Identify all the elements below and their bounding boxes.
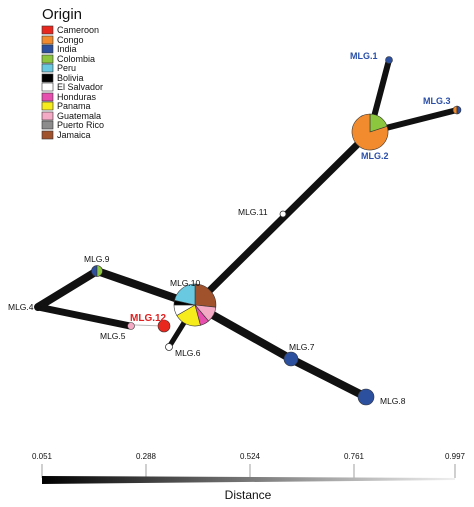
node-mlg6 bbox=[165, 343, 173, 351]
legend-swatch bbox=[41, 82, 54, 92]
label-mlg5: MLG.5 bbox=[100, 331, 126, 341]
edge-mlg9-mlg4 bbox=[34, 267, 101, 311]
edge-mlg10-mlg2 bbox=[191, 128, 374, 309]
label-mlg7: MLG.7 bbox=[289, 342, 315, 352]
legend-swatch bbox=[41, 54, 54, 64]
label-mlg6: MLG.6 bbox=[175, 348, 201, 358]
legend-label: El Salvador bbox=[57, 82, 103, 92]
scale-tick-label: 0.051 bbox=[32, 452, 53, 461]
legend: Cameroon Congo India Colombia Peru Boliv… bbox=[41, 25, 104, 140]
node-mlg12 bbox=[157, 319, 171, 333]
legend-item-honduras: Honduras bbox=[41, 92, 97, 102]
legend-item-congo: Congo bbox=[41, 35, 84, 45]
legend-label: Colombia bbox=[57, 54, 95, 64]
legend-label: Puerto Rico bbox=[57, 120, 104, 130]
legend-item-guatemala: Guatemala bbox=[41, 111, 101, 121]
scale-gradient-bar bbox=[42, 476, 455, 484]
node-mlg4 bbox=[34, 303, 42, 311]
scale-tick-label: 0.761 bbox=[344, 452, 365, 461]
label-mlg8: MLG.8 bbox=[380, 396, 406, 406]
legend-label: India bbox=[57, 44, 77, 54]
label-mlg1: MLG.1 bbox=[350, 51, 378, 61]
legend-item-bolivia: Bolivia bbox=[41, 73, 84, 83]
node-mlg8 bbox=[357, 388, 375, 406]
legend-swatch bbox=[41, 35, 54, 45]
label-mlg4: MLG.4 bbox=[8, 302, 34, 312]
legend-swatch bbox=[41, 44, 54, 54]
legend-swatch bbox=[41, 63, 54, 73]
legend-item-cameroon: Cameroon bbox=[41, 25, 99, 35]
legend-swatch bbox=[41, 120, 54, 130]
node-mlg11 bbox=[279, 210, 287, 218]
legend-item-el-salvador: El Salvador bbox=[41, 82, 103, 92]
legend-item-puerto-rico: Puerto Rico bbox=[41, 120, 104, 130]
node-mlg7 bbox=[283, 351, 299, 367]
legend-label: Honduras bbox=[57, 92, 97, 102]
label-mlg2: MLG.2 bbox=[361, 151, 389, 161]
node-mlg1 bbox=[385, 56, 393, 64]
scale-tick-label: 0.524 bbox=[240, 452, 261, 461]
distance-scale: 0.051 0.288 0.524 0.761 0.997 Distance bbox=[32, 452, 466, 502]
legend-item-peru: Peru bbox=[41, 63, 76, 73]
legend-swatch bbox=[41, 92, 54, 102]
node-mlg10 bbox=[173, 283, 217, 327]
scale-tick-label: 0.288 bbox=[136, 452, 157, 461]
legend-label: Congo bbox=[57, 35, 84, 45]
legend-label: Panama bbox=[57, 101, 91, 111]
legend-item-india: India bbox=[41, 44, 77, 54]
node-mlg3 bbox=[452, 105, 462, 115]
label-mlg12: MLG.12 bbox=[130, 313, 167, 324]
label-mlg9: MLG.9 bbox=[84, 254, 110, 264]
scale-title: Distance bbox=[225, 488, 272, 502]
legend-swatch bbox=[41, 111, 54, 121]
scale-tick-label: 0.997 bbox=[445, 452, 466, 461]
node-mlg5 bbox=[127, 322, 135, 330]
legend-swatch bbox=[41, 25, 54, 35]
edge-mlg7-mlg8 bbox=[287, 355, 370, 401]
node-mlg9 bbox=[91, 265, 103, 277]
legend-label: Cameroon bbox=[57, 25, 99, 35]
legend-swatch bbox=[41, 101, 54, 111]
legend-label: Guatemala bbox=[57, 111, 101, 121]
label-mlg11: MLG.11 bbox=[238, 207, 268, 217]
legend-item-colombia: Colombia bbox=[41, 54, 95, 64]
legend-swatch bbox=[41, 73, 54, 83]
legend-swatch bbox=[41, 130, 54, 140]
label-mlg10: MLG.10 bbox=[170, 278, 201, 288]
legend-label: Peru bbox=[57, 63, 76, 73]
legend-item-jamaica: Jamaica bbox=[41, 130, 91, 140]
legend-label: Bolivia bbox=[57, 73, 84, 83]
node-mlg2 bbox=[351, 113, 389, 151]
legend-title: Origin bbox=[42, 6, 82, 23]
edge-mlg4-mlg5 bbox=[34, 303, 134, 330]
legend-item-panama: Panama bbox=[41, 101, 91, 111]
label-mlg3: MLG.3 bbox=[423, 96, 451, 106]
legend-label: Jamaica bbox=[57, 130, 91, 140]
